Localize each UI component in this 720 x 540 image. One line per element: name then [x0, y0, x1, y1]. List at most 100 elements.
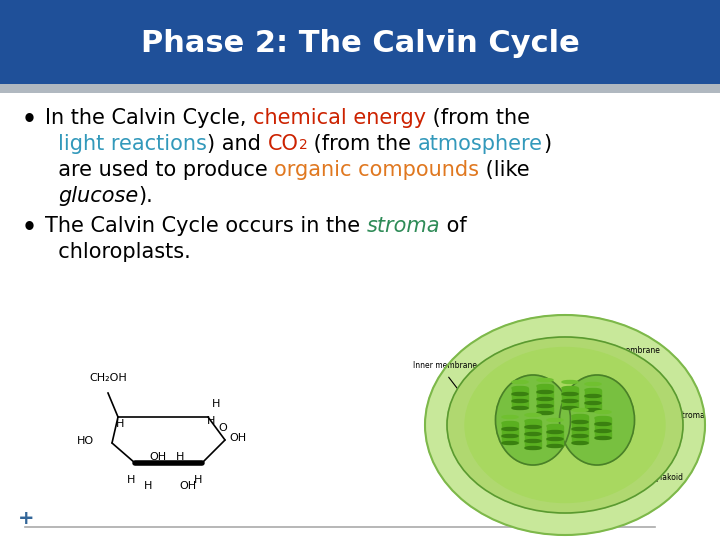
- Ellipse shape: [537, 384, 553, 388]
- Ellipse shape: [595, 410, 611, 414]
- Ellipse shape: [502, 428, 518, 430]
- Text: chloroplasts.: chloroplasts.: [45, 242, 191, 262]
- Ellipse shape: [502, 435, 518, 437]
- Ellipse shape: [512, 393, 528, 395]
- Ellipse shape: [572, 422, 588, 424]
- Ellipse shape: [572, 421, 588, 423]
- Text: H: H: [212, 399, 220, 409]
- Ellipse shape: [502, 429, 518, 431]
- Text: In the Calvin Cycle,: In the Calvin Cycle,: [45, 108, 253, 128]
- Bar: [585, 397, 601, 403]
- Ellipse shape: [585, 395, 601, 399]
- Ellipse shape: [537, 379, 553, 381]
- Bar: [537, 407, 553, 413]
- Ellipse shape: [465, 348, 665, 503]
- Ellipse shape: [562, 400, 578, 402]
- Ellipse shape: [512, 381, 528, 383]
- FancyBboxPatch shape: [0, 84, 720, 93]
- Ellipse shape: [537, 406, 553, 408]
- Ellipse shape: [525, 441, 541, 443]
- Ellipse shape: [585, 382, 601, 386]
- Ellipse shape: [502, 442, 518, 444]
- Ellipse shape: [425, 315, 705, 535]
- Ellipse shape: [537, 399, 553, 402]
- Ellipse shape: [595, 436, 611, 440]
- Bar: [595, 418, 611, 424]
- Ellipse shape: [512, 401, 528, 403]
- Ellipse shape: [525, 426, 541, 429]
- Text: Thylakoid: Thylakoid: [647, 472, 684, 482]
- Ellipse shape: [502, 435, 518, 438]
- Bar: [595, 425, 611, 431]
- Text: ) and: ) and: [207, 134, 268, 154]
- Ellipse shape: [547, 418, 563, 422]
- Text: HO: HO: [77, 436, 94, 446]
- Ellipse shape: [562, 401, 578, 403]
- Ellipse shape: [447, 337, 683, 513]
- Text: Stroma: Stroma: [677, 410, 705, 420]
- Text: stroma: stroma: [366, 216, 440, 236]
- Bar: [572, 437, 588, 443]
- Ellipse shape: [537, 390, 553, 394]
- Text: O: O: [218, 423, 227, 433]
- Text: 2: 2: [299, 138, 307, 152]
- Ellipse shape: [585, 388, 601, 392]
- Bar: [537, 400, 553, 406]
- Bar: [595, 432, 611, 438]
- Ellipse shape: [562, 387, 578, 389]
- Text: H: H: [194, 475, 202, 485]
- Ellipse shape: [572, 415, 588, 417]
- Ellipse shape: [562, 394, 578, 396]
- Ellipse shape: [525, 427, 541, 429]
- Text: (like: (like: [480, 160, 530, 180]
- Ellipse shape: [585, 395, 601, 397]
- Text: The Calvin Cycle occurs in the: The Calvin Cycle occurs in the: [45, 216, 366, 236]
- Bar: [572, 416, 588, 422]
- Ellipse shape: [512, 400, 528, 402]
- Ellipse shape: [595, 416, 611, 420]
- Text: H: H: [127, 475, 135, 485]
- Text: atmosphere: atmosphere: [418, 134, 543, 154]
- Ellipse shape: [537, 411, 553, 415]
- Ellipse shape: [547, 438, 563, 442]
- Text: •: •: [22, 108, 37, 132]
- Ellipse shape: [585, 402, 601, 406]
- Bar: [512, 402, 528, 408]
- Ellipse shape: [562, 393, 578, 395]
- Bar: [537, 393, 553, 399]
- Ellipse shape: [512, 394, 528, 396]
- Bar: [525, 428, 541, 434]
- Ellipse shape: [547, 437, 563, 441]
- Text: (from the: (from the: [426, 108, 530, 128]
- Ellipse shape: [502, 422, 518, 424]
- Bar: [562, 402, 578, 408]
- FancyBboxPatch shape: [0, 0, 720, 85]
- Ellipse shape: [525, 440, 541, 442]
- Text: OH: OH: [229, 433, 246, 443]
- Text: light reactions: light reactions: [58, 134, 207, 154]
- Text: (from the: (from the: [307, 134, 418, 154]
- Ellipse shape: [547, 431, 563, 435]
- Ellipse shape: [512, 387, 528, 389]
- Ellipse shape: [595, 429, 611, 433]
- Text: H: H: [207, 416, 215, 426]
- Ellipse shape: [547, 424, 563, 428]
- Ellipse shape: [585, 408, 601, 411]
- Bar: [572, 430, 588, 436]
- Bar: [525, 421, 541, 427]
- Text: Outer membrane: Outer membrane: [594, 346, 660, 355]
- Ellipse shape: [572, 435, 588, 437]
- Ellipse shape: [572, 429, 588, 431]
- Text: +: +: [18, 509, 35, 528]
- Text: chemical energy: chemical energy: [253, 108, 426, 128]
- Ellipse shape: [585, 402, 601, 404]
- Bar: [562, 395, 578, 401]
- Text: CH₂OH: CH₂OH: [89, 373, 127, 383]
- Ellipse shape: [525, 447, 541, 449]
- Bar: [502, 423, 518, 429]
- Bar: [525, 442, 541, 448]
- Bar: [512, 395, 528, 401]
- Ellipse shape: [572, 435, 588, 438]
- Text: organic compounds: organic compounds: [274, 160, 480, 180]
- Bar: [547, 440, 563, 446]
